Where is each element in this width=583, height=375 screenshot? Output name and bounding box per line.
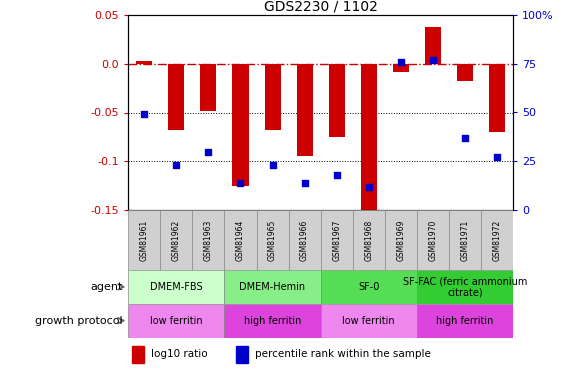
Bar	[425, 27, 441, 64]
Point	[204, 148, 213, 154]
Bar	[168, 64, 184, 130]
Bar	[449, 210, 481, 270]
Bar	[128, 270, 224, 304]
Bar	[297, 64, 312, 156]
Bar	[136, 61, 152, 64]
Text: log10 ratio: log10 ratio	[152, 350, 208, 359]
Bar	[417, 270, 513, 304]
Bar	[457, 64, 473, 81]
Point	[461, 135, 470, 141]
Bar	[321, 270, 417, 304]
Text: GSM81971: GSM81971	[461, 219, 469, 261]
Text: DMEM-Hemin: DMEM-Hemin	[240, 282, 305, 292]
Bar	[393, 64, 409, 72]
Text: GSM81967: GSM81967	[332, 219, 341, 261]
Point	[492, 154, 501, 160]
Text: GSM81969: GSM81969	[396, 219, 405, 261]
Bar	[361, 64, 377, 218]
Text: high ferritin: high ferritin	[436, 316, 494, 326]
Text: GSM81961: GSM81961	[140, 219, 149, 261]
Text: GSM81963: GSM81963	[204, 219, 213, 261]
Text: GSM81970: GSM81970	[429, 219, 437, 261]
Text: GSM81962: GSM81962	[172, 219, 181, 261]
Bar	[329, 64, 345, 137]
Bar	[233, 64, 248, 186]
Point	[332, 172, 342, 178]
Bar	[192, 210, 224, 270]
Title: GDS2230 / 1102: GDS2230 / 1102	[264, 0, 378, 14]
Bar	[481, 210, 513, 270]
Text: growth protocol: growth protocol	[35, 316, 122, 326]
Text: high ferritin: high ferritin	[244, 316, 301, 326]
Bar	[236, 346, 248, 363]
Bar	[321, 304, 417, 338]
Bar	[224, 304, 321, 338]
Text: low ferritin: low ferritin	[150, 316, 203, 326]
Text: GSM81972: GSM81972	[493, 219, 501, 261]
Bar	[128, 210, 160, 270]
Text: percentile rank within the sample: percentile rank within the sample	[255, 350, 431, 359]
Text: agent: agent	[90, 282, 122, 292]
Bar	[385, 210, 417, 270]
Bar	[132, 346, 143, 363]
Point	[236, 180, 245, 186]
Bar	[353, 210, 385, 270]
Bar	[224, 270, 321, 304]
Bar	[321, 210, 353, 270]
Bar	[289, 210, 321, 270]
Point	[300, 180, 309, 186]
Text: GSM81968: GSM81968	[364, 219, 373, 261]
Bar	[224, 210, 257, 270]
Bar	[265, 64, 280, 130]
Text: SF-FAC (ferric ammonium
citrate): SF-FAC (ferric ammonium citrate)	[403, 276, 527, 298]
Point	[396, 59, 406, 65]
Point	[268, 162, 278, 168]
Text: GSM81966: GSM81966	[300, 219, 309, 261]
Bar	[128, 304, 224, 338]
Bar	[160, 210, 192, 270]
Bar	[489, 64, 505, 132]
Bar	[417, 210, 449, 270]
Text: SF-0: SF-0	[358, 282, 380, 292]
Point	[171, 162, 181, 168]
Point	[364, 184, 373, 190]
Bar	[257, 210, 289, 270]
Bar	[201, 64, 216, 111]
Text: DMEM-FBS: DMEM-FBS	[150, 282, 203, 292]
Text: GSM81965: GSM81965	[268, 219, 277, 261]
Bar	[417, 304, 513, 338]
Point	[139, 111, 149, 117]
Point	[428, 57, 437, 63]
Text: GSM81964: GSM81964	[236, 219, 245, 261]
Text: low ferritin: low ferritin	[342, 316, 395, 326]
